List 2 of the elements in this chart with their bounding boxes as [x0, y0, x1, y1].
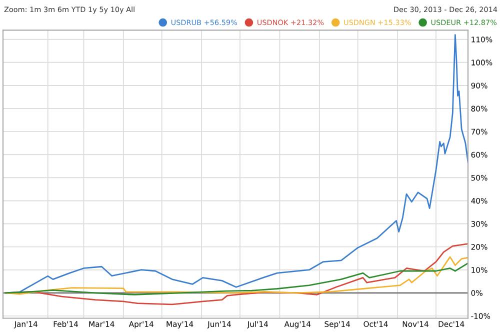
- line-series: [4, 262, 468, 296]
- line-series: [4, 256, 468, 295]
